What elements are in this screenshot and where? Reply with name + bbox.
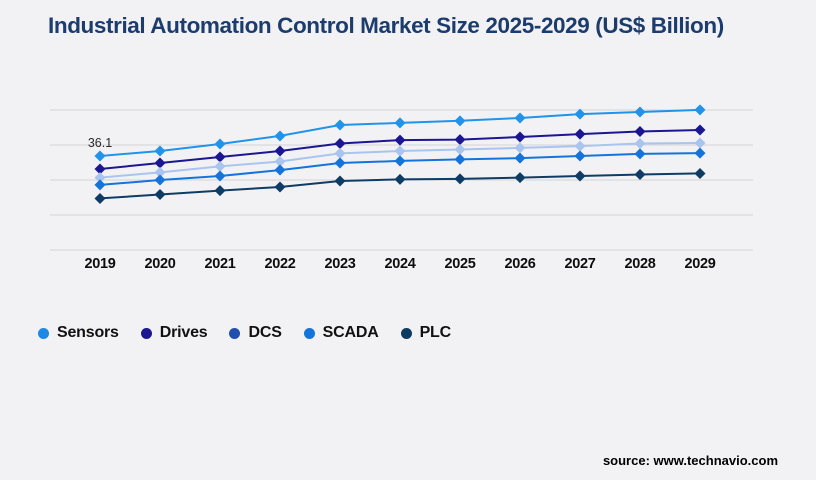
legend-marker-sensors: [38, 327, 49, 339]
data-point-sensors-2028[interactable]: [634, 106, 646, 118]
data-point-drives-2027[interactable]: [574, 128, 586, 140]
data-point-plc-2026[interactable]: [514, 172, 526, 184]
x-axis-label-2021: 2021: [204, 256, 236, 272]
legend-marker-plc: [400, 327, 412, 339]
data-point-scada-2029[interactable]: [694, 147, 706, 159]
data-point-sensors-2020[interactable]: [154, 145, 166, 157]
data-point-dcs-2027[interactable]: [574, 140, 586, 152]
data-point-plc-2024[interactable]: [394, 173, 406, 185]
legend-item-drives[interactable]: Drives: [140, 324, 208, 342]
data-point-dcs-2023[interactable]: [334, 147, 346, 159]
data-point-drives-2026[interactable]: [514, 131, 526, 143]
source-attribution: source: www.technavio.com: [602, 453, 778, 468]
data-point-sensors-2024[interactable]: [394, 117, 406, 129]
chart-legend: Sensors Drives DCS SCADA PLC: [38, 320, 451, 346]
data-point-drives-2019[interactable]: [94, 163, 106, 175]
data-point-dcs-2028[interactable]: [634, 137, 646, 149]
data-point-plc-2023[interactable]: [334, 175, 346, 187]
data-point-scada-2026[interactable]: [514, 152, 526, 164]
data-point-scada-2020[interactable]: [154, 174, 166, 186]
data-point-sensors-2021[interactable]: [214, 138, 226, 150]
data-point-dcs-2024[interactable]: [394, 145, 406, 157]
data-point-dcs-2021[interactable]: [214, 160, 226, 172]
page-title: Industrial Automation Control Market Siz…: [48, 13, 724, 38]
line-chart: 36.1: [50, 104, 753, 251]
x-axis-label-2024: 2024: [384, 256, 416, 272]
x-axis: 2019 2020 2021 2022 2023 2024 2025 2026 2027 2028…: [0, 256, 816, 276]
x-axis-label-2019: 2019: [84, 256, 116, 272]
x-axis-label-2027: 2027: [564, 256, 596, 272]
data-point-scada-2027[interactable]: [574, 150, 586, 162]
data-point-sensors-2023[interactable]: [334, 119, 346, 131]
data-point-drives-2023[interactable]: [334, 137, 346, 149]
data-point-plc-2019[interactable]: [94, 192, 106, 204]
data-label: 36.1: [88, 136, 112, 150]
data-point-drives-2025[interactable]: [454, 134, 466, 146]
data-point-sensors-2025[interactable]: [454, 115, 466, 127]
x-axis-label-2028: 2028: [624, 256, 656, 272]
data-point-drives-2022[interactable]: [274, 145, 286, 157]
data-point-scada-2028[interactable]: [634, 148, 646, 160]
legend-label-plc: PLC: [419, 324, 452, 341]
legend-item-scada[interactable]: SCADA: [303, 324, 379, 342]
legend-label-scada: SCADA: [322, 324, 379, 341]
data-point-scada-2025[interactable]: [454, 153, 466, 165]
x-axis-label-2022: 2022: [264, 256, 296, 272]
data-point-plc-2029[interactable]: [694, 167, 706, 179]
data-point-drives-2028[interactable]: [634, 126, 646, 138]
data-point-plc-2028[interactable]: [634, 168, 646, 180]
data-point-plc-2020[interactable]: [154, 189, 166, 201]
x-axis-label-2026: 2026: [504, 256, 536, 272]
x-axis-label-2025: 2025: [444, 256, 476, 272]
x-axis-label-2023: 2023: [324, 256, 356, 272]
x-axis-label-2020: 2020: [144, 256, 176, 272]
data-point-drives-2024[interactable]: [394, 134, 406, 146]
legend-item-sensors[interactable]: Sensors: [38, 324, 119, 342]
legend-label-drives: Drives: [159, 324, 208, 341]
legend-item-plc[interactable]: PLC: [400, 324, 452, 342]
data-point-scada-2024[interactable]: [394, 155, 406, 167]
x-axis-label-2029: 2029: [684, 256, 716, 272]
data-point-plc-2022[interactable]: [274, 181, 286, 193]
legend-marker-drives: [140, 327, 152, 339]
data-point-dcs-2020[interactable]: [154, 166, 166, 178]
data-point-sensors-2022[interactable]: [274, 130, 286, 142]
legend-marker-dcs: [229, 327, 241, 339]
data-point-scada-2019[interactable]: [94, 179, 106, 191]
data-point-plc-2021[interactable]: [214, 185, 226, 197]
data-point-scada-2021[interactable]: [214, 170, 226, 182]
data-point-sensors-2026[interactable]: [514, 112, 526, 124]
legend-label-dcs: DCS: [248, 324, 282, 341]
data-point-drives-2020[interactable]: [154, 157, 166, 169]
data-point-sensors-2027[interactable]: [574, 108, 586, 120]
data-point-sensors-2029[interactable]: [694, 104, 706, 116]
data-point-sensors-2019[interactable]: [94, 150, 106, 162]
data-point-dcs-2026[interactable]: [514, 142, 526, 154]
data-point-dcs-2025[interactable]: [454, 143, 466, 155]
data-point-dcs-2019[interactable]: [94, 172, 106, 184]
data-point-plc-2025[interactable]: [454, 173, 466, 185]
legend-label-sensors: Sensors: [57, 324, 119, 341]
data-point-drives-2029[interactable]: [694, 124, 706, 136]
data-point-drives-2021[interactable]: [214, 151, 226, 163]
data-point-dcs-2029[interactable]: [694, 137, 706, 149]
data-point-plc-2027[interactable]: [574, 170, 586, 182]
data-point-scada-2023[interactable]: [334, 157, 346, 169]
legend-item-dcs[interactable]: DCS: [229, 324, 282, 342]
legend-marker-scada: [303, 327, 315, 339]
data-point-dcs-2022[interactable]: [274, 155, 286, 167]
data-point-scada-2022[interactable]: [274, 164, 286, 176]
